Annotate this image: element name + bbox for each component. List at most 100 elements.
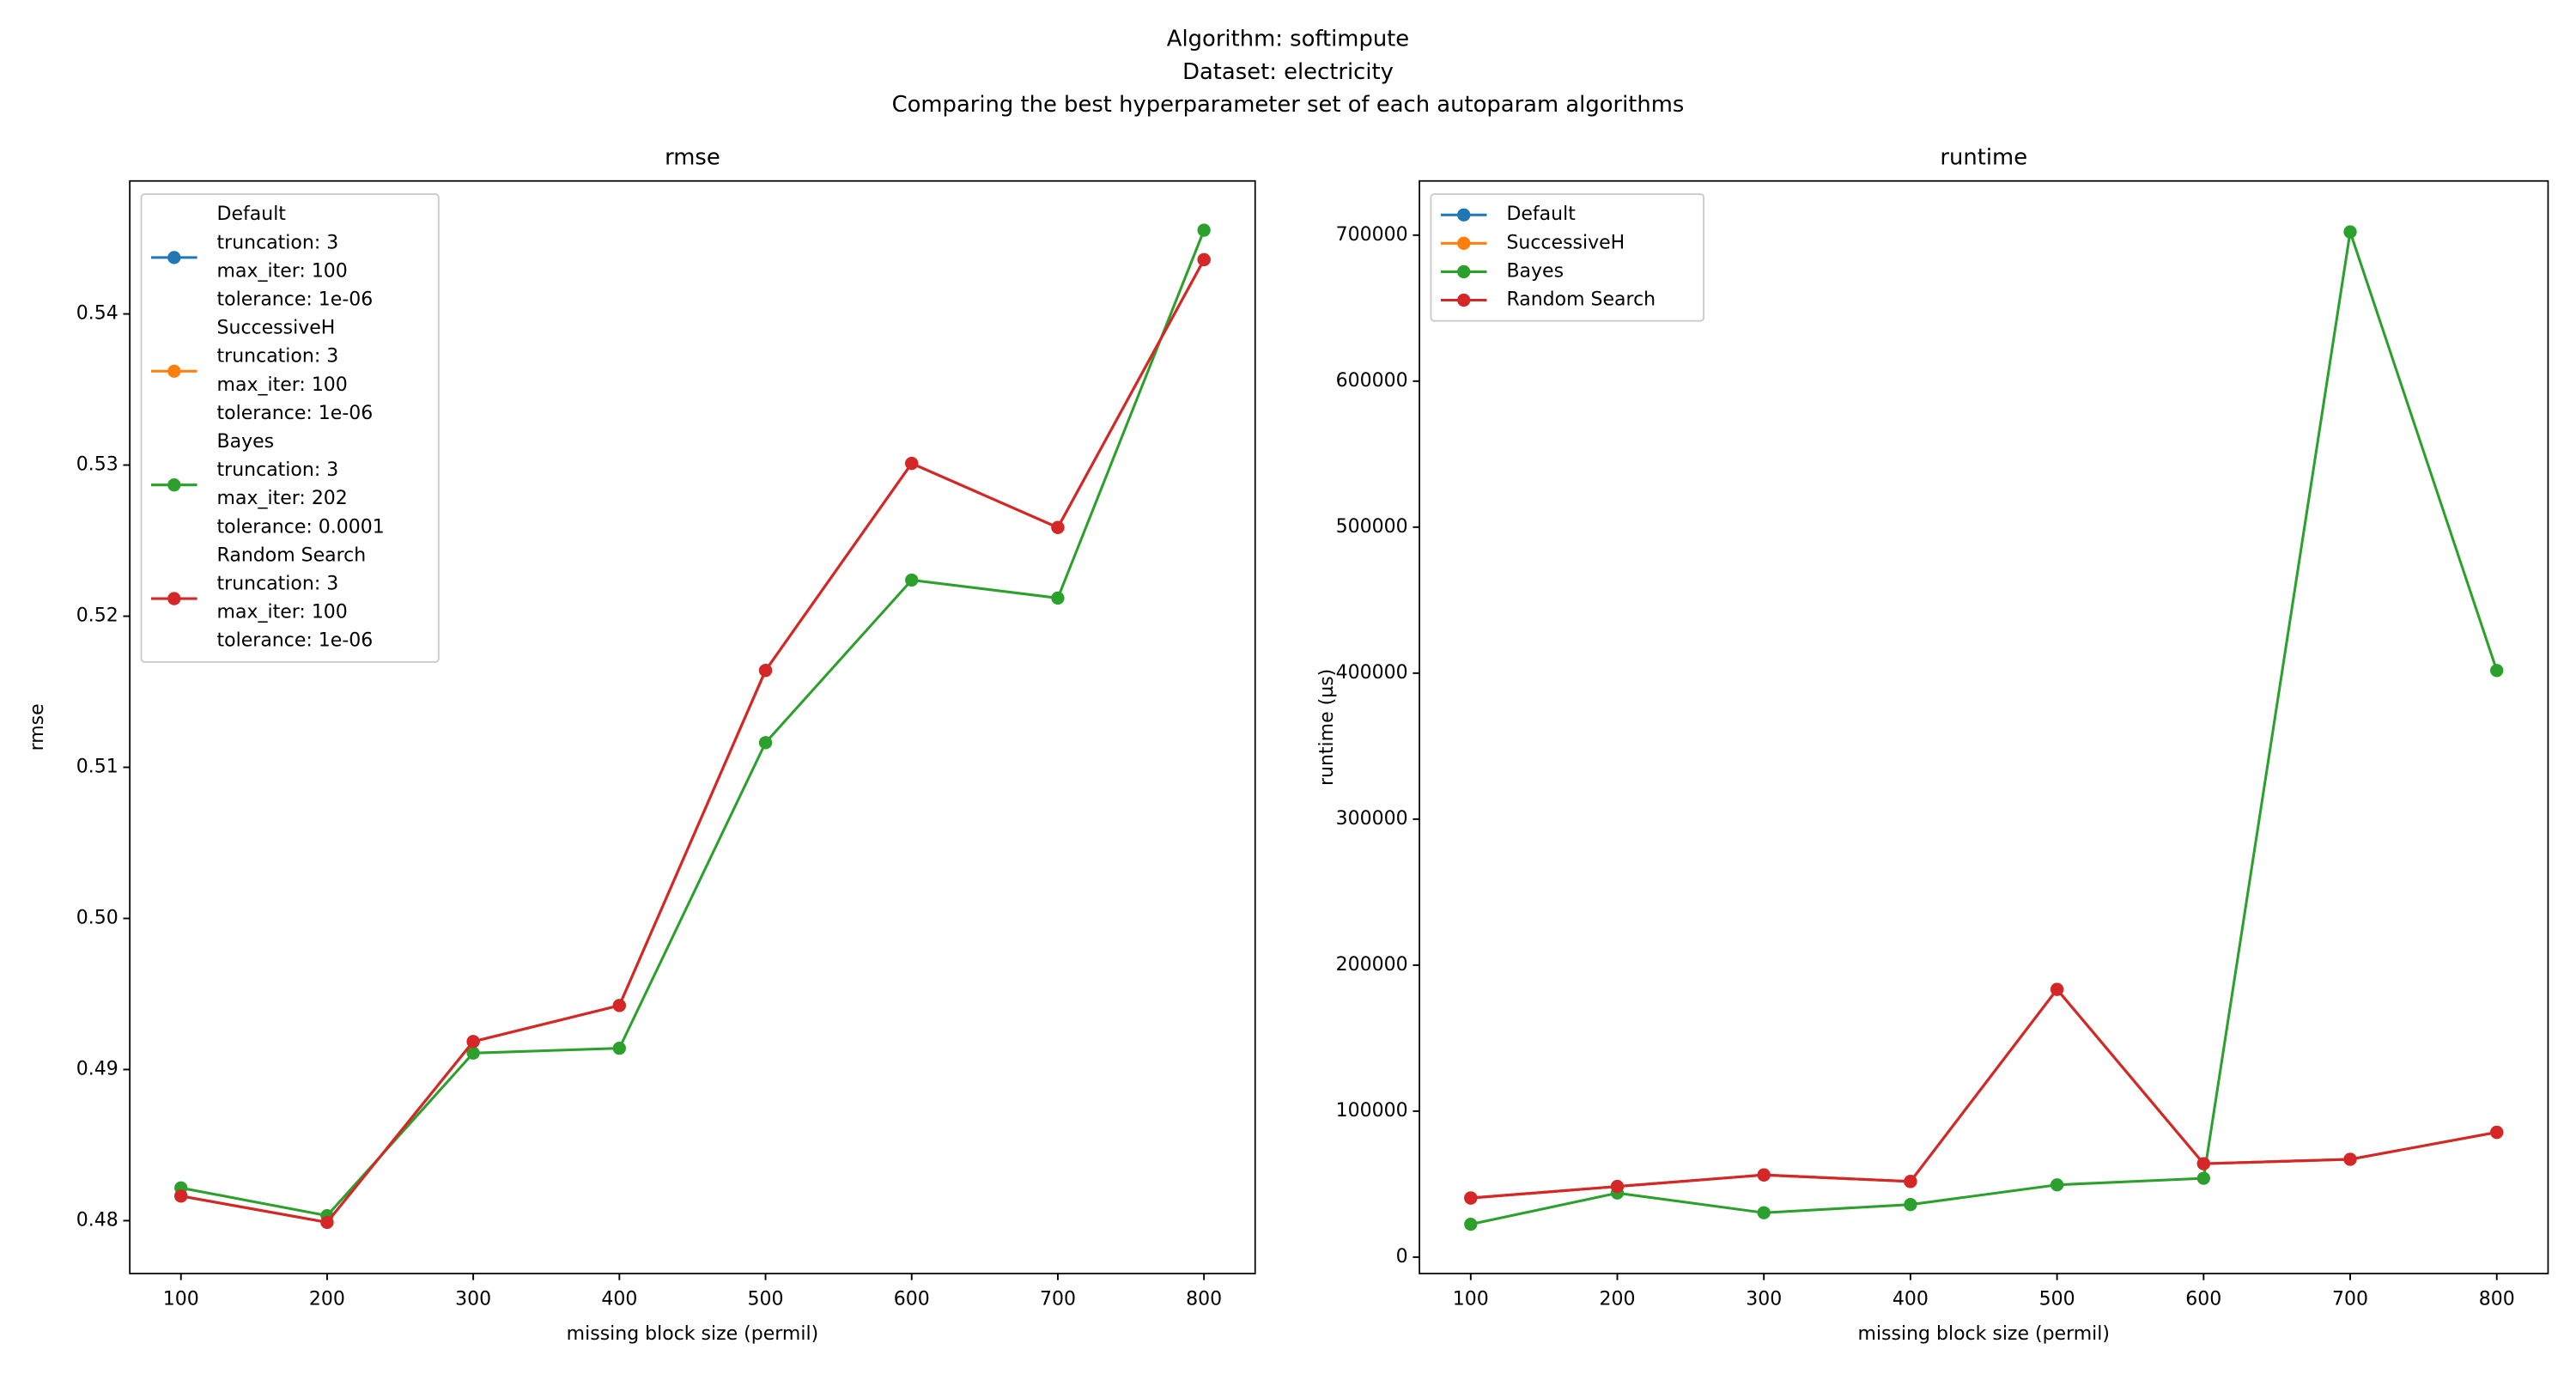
x-tick-label: 200 bbox=[1600, 1289, 1636, 1310]
data-point bbox=[1464, 1217, 1478, 1231]
data-point bbox=[2196, 1171, 2210, 1185]
data-point bbox=[2050, 1178, 2064, 1192]
data-point bbox=[466, 1046, 480, 1060]
x-tick-label: 600 bbox=[2185, 1289, 2221, 1310]
legend-marker bbox=[1457, 264, 1471, 279]
y-tick-label: 400000 bbox=[1336, 662, 1408, 684]
y-tick-label: 0.50 bbox=[76, 907, 118, 928]
data-point bbox=[2490, 1125, 2504, 1140]
plot-frame bbox=[1419, 179, 2549, 1274]
data-point bbox=[1757, 1168, 1771, 1182]
legend-marker bbox=[1457, 293, 1471, 307]
data-point bbox=[466, 1035, 480, 1049]
data-point bbox=[320, 1215, 334, 1230]
y-tick-label: 100000 bbox=[1336, 1100, 1408, 1122]
subplot-title: rmse bbox=[665, 144, 720, 170]
data-point bbox=[2343, 1152, 2357, 1166]
legend-detail: tolerance: 1e-06 bbox=[217, 403, 374, 424]
legend-label: Default bbox=[217, 204, 287, 225]
y-tick-label: 500000 bbox=[1336, 516, 1408, 538]
y-tick-label: 0.49 bbox=[76, 1058, 118, 1079]
data-point bbox=[758, 736, 773, 750]
x-tick-label: 400 bbox=[1893, 1289, 1929, 1310]
x-axis-label: missing block size (permil) bbox=[1858, 1323, 2110, 1345]
legend: Default truncation: 3 max_iter: 100 toleran… bbox=[140, 193, 440, 663]
legend-label: Bayes bbox=[217, 431, 275, 453]
legend-detail: tolerance: 1e-06 bbox=[217, 289, 374, 311]
figure-title: Algorithm: softimpute bbox=[1167, 27, 1409, 52]
x-tick-label: 100 bbox=[1453, 1289, 1489, 1310]
x-tick-label: 700 bbox=[2332, 1289, 2368, 1310]
legend-box bbox=[1430, 193, 1705, 322]
y-tick-label: 0.54 bbox=[76, 303, 118, 325]
data-point bbox=[1757, 1206, 1771, 1219]
x-tick-label: 600 bbox=[894, 1289, 930, 1310]
data-point bbox=[612, 999, 626, 1012]
data-point bbox=[1051, 520, 1065, 534]
legend-detail: max_iter: 100 bbox=[217, 260, 348, 282]
legend: Default SuccessiveH Bayes Random Search bbox=[1430, 193, 1705, 322]
legend-detail: truncation: 3 bbox=[217, 574, 339, 595]
series-line bbox=[180, 229, 1206, 1218]
x-tick-label: 700 bbox=[1040, 1289, 1076, 1310]
x-axis-label: missing block size (permil) bbox=[567, 1323, 818, 1345]
data-point bbox=[2196, 1157, 2210, 1170]
data-point bbox=[758, 664, 773, 678]
series-line bbox=[1470, 231, 2499, 1226]
series-line bbox=[1470, 987, 2498, 1200]
x-tick-label: 200 bbox=[309, 1289, 345, 1310]
data-point bbox=[1610, 1179, 1625, 1194]
y-axis-label: runtime (µs) bbox=[1316, 669, 1338, 786]
data-point bbox=[1464, 1191, 1478, 1205]
x-tick-label: 300 bbox=[455, 1289, 491, 1310]
data-point bbox=[1051, 591, 1065, 605]
data-point bbox=[1904, 1198, 1917, 1212]
figure-title: Dataset: electricity bbox=[1182, 59, 1394, 85]
legend-label: Default bbox=[1506, 204, 1576, 225]
data-point bbox=[2343, 225, 2357, 239]
legend-detail: max_iter: 100 bbox=[217, 374, 348, 396]
data-point bbox=[174, 1189, 188, 1203]
data-point bbox=[2050, 982, 2064, 996]
x-tick-label: 100 bbox=[163, 1289, 199, 1310]
legend-marker bbox=[1457, 208, 1471, 222]
x-tick-label: 500 bbox=[748, 1289, 784, 1310]
legend-marker bbox=[1457, 236, 1471, 250]
data-point bbox=[612, 1041, 626, 1055]
legend-detail: max_iter: 100 bbox=[217, 602, 348, 623]
legend-label: SuccessiveH bbox=[217, 318, 336, 339]
figure-title: Comparing the best hyperparameter set of… bbox=[892, 92, 1685, 118]
legend-label: Bayes bbox=[1506, 260, 1564, 282]
plot-frame bbox=[129, 179, 1256, 1274]
data-point bbox=[905, 456, 919, 471]
legend-detail: tolerance: 0.0001 bbox=[217, 516, 385, 538]
legend-label: Random Search bbox=[217, 544, 367, 566]
data-point bbox=[1197, 252, 1211, 267]
x-tick-label: 800 bbox=[1186, 1289, 1222, 1310]
legend-detail: truncation: 3 bbox=[217, 459, 339, 481]
y-tick-label: 0.53 bbox=[76, 454, 118, 476]
legend-label: SuccessiveH bbox=[1506, 232, 1625, 253]
legend-detail: tolerance: 1e-06 bbox=[217, 630, 374, 652]
legend-marker bbox=[167, 592, 181, 605]
data-point bbox=[905, 573, 919, 587]
data-point bbox=[1904, 1175, 1917, 1189]
y-tick-label: 0 bbox=[1396, 1246, 1408, 1268]
legend-marker bbox=[167, 364, 181, 378]
y-axis-label: rmse bbox=[27, 703, 48, 751]
legend-label: Random Search bbox=[1506, 289, 1656, 311]
y-tick-label: 300000 bbox=[1336, 808, 1408, 830]
legend-detail: max_iter: 202 bbox=[217, 488, 348, 509]
series-line bbox=[180, 258, 1206, 1225]
legend-marker bbox=[167, 478, 181, 492]
x-tick-label: 800 bbox=[2479, 1289, 2515, 1310]
y-tick-label: 0.48 bbox=[76, 1209, 118, 1231]
y-tick-label: 200000 bbox=[1336, 954, 1408, 976]
data-point bbox=[1197, 223, 1211, 237]
y-tick-label: 0.52 bbox=[76, 605, 118, 627]
x-tick-label: 500 bbox=[2039, 1289, 2075, 1310]
y-tick-label: 700000 bbox=[1336, 224, 1408, 246]
y-tick-label: 600000 bbox=[1336, 370, 1408, 392]
